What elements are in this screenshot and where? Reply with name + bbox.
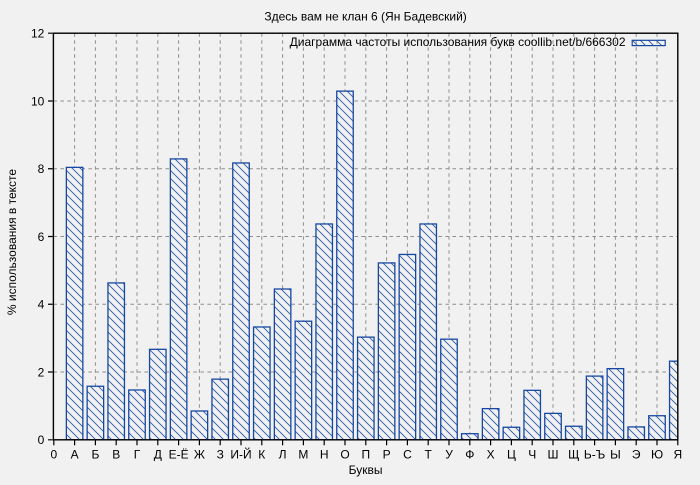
svg-text:0: 0 — [50, 447, 57, 461]
svg-text:Ы: Ы — [610, 447, 621, 461]
svg-text:Я: Я — [673, 447, 682, 461]
svg-text:К: К — [258, 447, 265, 461]
svg-text:2: 2 — [38, 365, 45, 379]
svg-text:Ш: Ш — [548, 447, 559, 461]
svg-text:Т: Т — [425, 447, 433, 461]
svg-text:Л: Л — [279, 447, 287, 461]
svg-text:12: 12 — [31, 27, 45, 41]
svg-text:Ж: Ж — [194, 447, 205, 461]
svg-text:У: У — [445, 447, 453, 461]
svg-text:10: 10 — [31, 94, 45, 108]
svg-text:% использования в тексте: % использования в тексте — [5, 169, 19, 315]
svg-text:Ч: Ч — [528, 447, 536, 461]
svg-text:Буквы: Буквы — [349, 463, 383, 477]
svg-text:Б: Б — [91, 447, 99, 461]
svg-text:В: В — [112, 447, 120, 461]
svg-text:Ю: Ю — [651, 447, 663, 461]
svg-text:П: П — [361, 447, 370, 461]
svg-text:З: З — [217, 447, 224, 461]
svg-text:Здесь вам не клан 6 (Ян Бадевс: Здесь вам не клан 6 (Ян Бадевский) — [264, 9, 466, 23]
svg-text:Х: Х — [487, 447, 495, 461]
svg-text:А: А — [71, 447, 79, 461]
svg-text:Р: Р — [383, 447, 391, 461]
svg-text:Г: Г — [134, 447, 141, 461]
svg-text:О: О — [340, 447, 349, 461]
svg-text:М: М — [298, 447, 308, 461]
svg-text:Диаграмма частоты использовани: Диаграмма частоты использования букв coo… — [290, 35, 626, 49]
svg-text:И-Й: И-Й — [230, 446, 251, 461]
svg-text:Ь-Ъ: Ь-Ъ — [584, 447, 605, 461]
svg-text:0: 0 — [38, 433, 45, 447]
svg-text:Д: Д — [154, 447, 162, 461]
svg-text:Н: Н — [320, 447, 329, 461]
svg-text:Ц: Ц — [507, 447, 516, 461]
svg-text:8: 8 — [38, 162, 45, 176]
svg-text:Э: Э — [632, 447, 641, 461]
svg-text:С: С — [403, 447, 412, 461]
svg-text:4: 4 — [38, 298, 45, 312]
svg-text:Е-Ё: Е-Ё — [169, 447, 189, 461]
svg-text:Щ: Щ — [568, 447, 579, 461]
svg-text:6: 6 — [38, 230, 45, 244]
svg-text:Ф: Ф — [465, 447, 474, 461]
